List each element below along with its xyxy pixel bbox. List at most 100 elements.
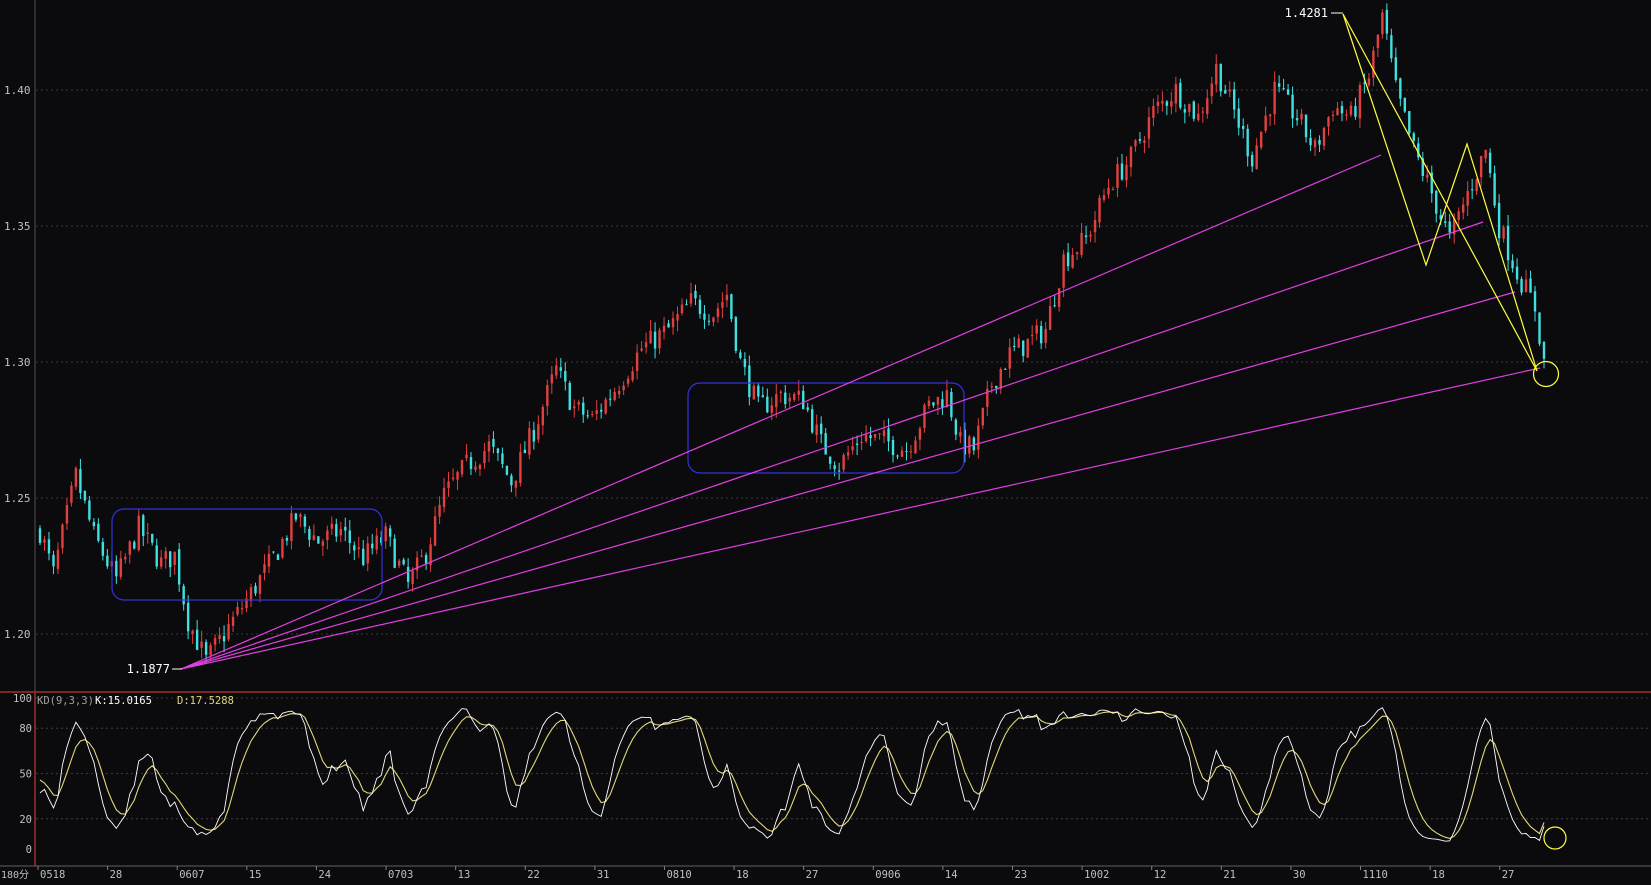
fan-line-4[interactable]	[180, 367, 1541, 670]
candle-body[interactable]	[326, 530, 329, 541]
candle-body[interactable]	[1313, 140, 1317, 148]
candle-body[interactable]	[698, 299, 702, 314]
candle-body[interactable]	[1215, 64, 1218, 85]
candle-body[interactable]	[303, 516, 307, 527]
candle-body[interactable]	[617, 390, 621, 395]
candle-body[interactable]	[613, 391, 616, 401]
candle-body[interactable]	[254, 585, 257, 594]
candle-body[interactable]	[1237, 108, 1240, 128]
candle-body[interactable]	[1376, 34, 1380, 48]
candle-body[interactable]	[703, 313, 706, 320]
candle-body[interactable]	[456, 471, 459, 480]
candle-body[interactable]	[339, 528, 342, 536]
candle-body[interactable]	[1259, 131, 1263, 148]
candle-body[interactable]	[151, 533, 154, 543]
candle-body[interactable]	[335, 524, 338, 537]
candle-body[interactable]	[1165, 101, 1169, 106]
candle-body[interactable]	[1439, 215, 1442, 220]
candle-body[interactable]	[586, 415, 589, 417]
candle-body[interactable]	[932, 402, 935, 406]
candle-body[interactable]	[182, 586, 185, 605]
candle-body[interactable]	[1286, 89, 1290, 95]
candle-body[interactable]	[177, 549, 181, 585]
candle-body[interactable]	[505, 466, 509, 475]
candle-body[interactable]	[380, 537, 383, 544]
kd-d-line[interactable]	[39, 711, 1545, 839]
candle-body[interactable]	[972, 437, 976, 451]
candle-body[interactable]	[918, 428, 922, 440]
candle-body[interactable]	[990, 386, 993, 388]
candle-body[interactable]	[869, 435, 872, 439]
candle-body[interactable]	[608, 398, 612, 400]
candle-body[interactable]	[366, 543, 369, 564]
candle-body[interactable]	[160, 557, 163, 567]
candle-body[interactable]	[460, 460, 464, 475]
candle-body[interactable]	[258, 575, 262, 594]
candle-body[interactable]	[47, 539, 51, 554]
candle-body[interactable]	[577, 402, 580, 405]
candle-body[interactable]	[1327, 117, 1330, 127]
candle-body[interactable]	[739, 352, 742, 358]
candle-body[interactable]	[227, 623, 230, 640]
kd-k-line[interactable]	[39, 707, 1545, 842]
candle-body[interactable]	[1506, 225, 1510, 261]
candle-body[interactable]	[115, 560, 118, 577]
candle-body[interactable]	[321, 541, 325, 546]
candle-body[interactable]	[1107, 187, 1110, 195]
candle-body[interactable]	[1345, 114, 1348, 116]
candle-body[interactable]	[927, 400, 931, 406]
candle-body[interactable]	[860, 441, 863, 443]
candle-body[interactable]	[218, 635, 221, 640]
candle-body[interactable]	[1300, 113, 1303, 120]
candle-body[interactable]	[1102, 195, 1106, 200]
candle-body[interactable]	[1273, 81, 1276, 115]
candle-body[interactable]	[1358, 84, 1362, 119]
candle-body[interactable]	[635, 352, 639, 371]
candle-body[interactable]	[1457, 211, 1460, 220]
candle-body[interactable]	[1062, 254, 1065, 288]
candle-body[interactable]	[914, 440, 917, 454]
candle-body[interactable]	[1318, 139, 1321, 145]
candle-body[interactable]	[137, 515, 140, 551]
candle-body[interactable]	[873, 434, 877, 438]
candle-body[interactable]	[1161, 100, 1164, 104]
candle-body[interactable]	[909, 451, 913, 453]
candle-body[interactable]	[1183, 109, 1187, 113]
candle-body[interactable]	[1421, 158, 1424, 176]
candle-body[interactable]	[1080, 232, 1083, 255]
candle-body[interactable]	[469, 457, 473, 469]
candle-body[interactable]	[941, 399, 944, 408]
candle-body[interactable]	[236, 606, 239, 615]
candle-body[interactable]	[644, 342, 648, 348]
candle-body[interactable]	[1022, 340, 1025, 356]
candle-body[interactable]	[523, 449, 527, 454]
candle-body[interactable]	[1444, 221, 1447, 224]
candle-body[interactable]	[38, 528, 42, 543]
candle-body[interactable]	[824, 433, 827, 455]
candle-body[interactable]	[802, 390, 805, 410]
candle-body[interactable]	[662, 325, 666, 332]
candle-body[interactable]	[846, 452, 850, 456]
candle-body[interactable]	[905, 451, 908, 453]
candle-body[interactable]	[591, 414, 594, 416]
candle-body[interactable]	[1295, 118, 1299, 121]
candle-body[interactable]	[1336, 108, 1339, 116]
candle-body[interactable]	[308, 528, 311, 540]
candle-body[interactable]	[411, 570, 414, 584]
candle-body[interactable]	[537, 424, 540, 440]
candle-body[interactable]	[878, 433, 881, 435]
fan-line-1[interactable]	[180, 154, 1382, 670]
candle-body[interactable]	[797, 390, 800, 395]
candle-body[interactable]	[56, 549, 60, 569]
candle-body[interactable]	[712, 317, 715, 323]
candle-body[interactable]	[1381, 12, 1384, 35]
candle-body[interactable]	[1372, 50, 1375, 78]
target-circle[interactable]	[1532, 360, 1560, 388]
candle-body[interactable]	[92, 522, 96, 527]
candle-body[interactable]	[344, 526, 347, 531]
candle-body[interactable]	[1484, 149, 1487, 159]
candle-body[interactable]	[1201, 111, 1204, 113]
candle-body[interactable]	[1089, 234, 1092, 237]
candle-body[interactable]	[133, 541, 136, 549]
candle-body[interactable]	[1188, 103, 1191, 112]
